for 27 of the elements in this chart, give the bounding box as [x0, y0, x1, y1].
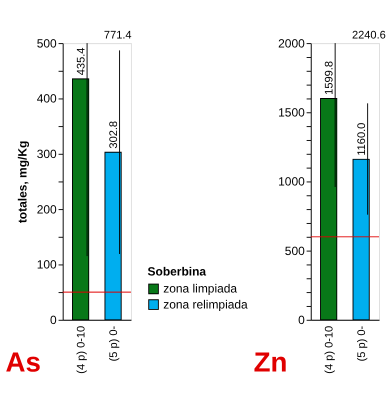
text: As — [6, 346, 41, 378]
y-axis-title: totales, mg/Kg — [16, 140, 30, 224]
y-tick-label: 1000 — [278, 174, 306, 189]
x-tick-label: (5 p) 0- — [356, 325, 368, 362]
legend-label: zona relimpiada — [163, 297, 248, 312]
y-tick-label: 300 — [36, 146, 58, 161]
data-label: 435.4 — [75, 48, 88, 76]
text: 771.4 — [104, 30, 132, 42]
text: Zn — [254, 346, 288, 378]
data-label: 1160.0 — [356, 122, 368, 156]
legend-title: Soberbina — [148, 264, 206, 279]
y-tick-label: 200 — [36, 202, 58, 216]
data-label: 302.8 — [108, 120, 120, 149]
data-label: 1599.8 — [323, 61, 336, 95]
legend-label: zona limpiada — [163, 282, 238, 296]
y-tick-label: 1500 — [278, 105, 306, 120]
x-tick-label: (4 p) 0-10 — [75, 326, 88, 374]
text: 2240.6 — [352, 30, 386, 42]
y-tick-label: 0 — [50, 312, 58, 327]
x-tick-label: (4 p) 0-10 — [323, 326, 336, 374]
y-tick-label: 500 — [36, 36, 58, 50]
y-tick-label: 2000 — [278, 36, 306, 50]
y-tick-label: 100 — [36, 258, 58, 272]
y-tick-label: 500 — [284, 244, 306, 258]
x-tick-label: (5 p) 0- — [108, 325, 120, 362]
y-tick-label: 0 — [298, 312, 306, 327]
y-tick-label: 400 — [36, 92, 58, 106]
